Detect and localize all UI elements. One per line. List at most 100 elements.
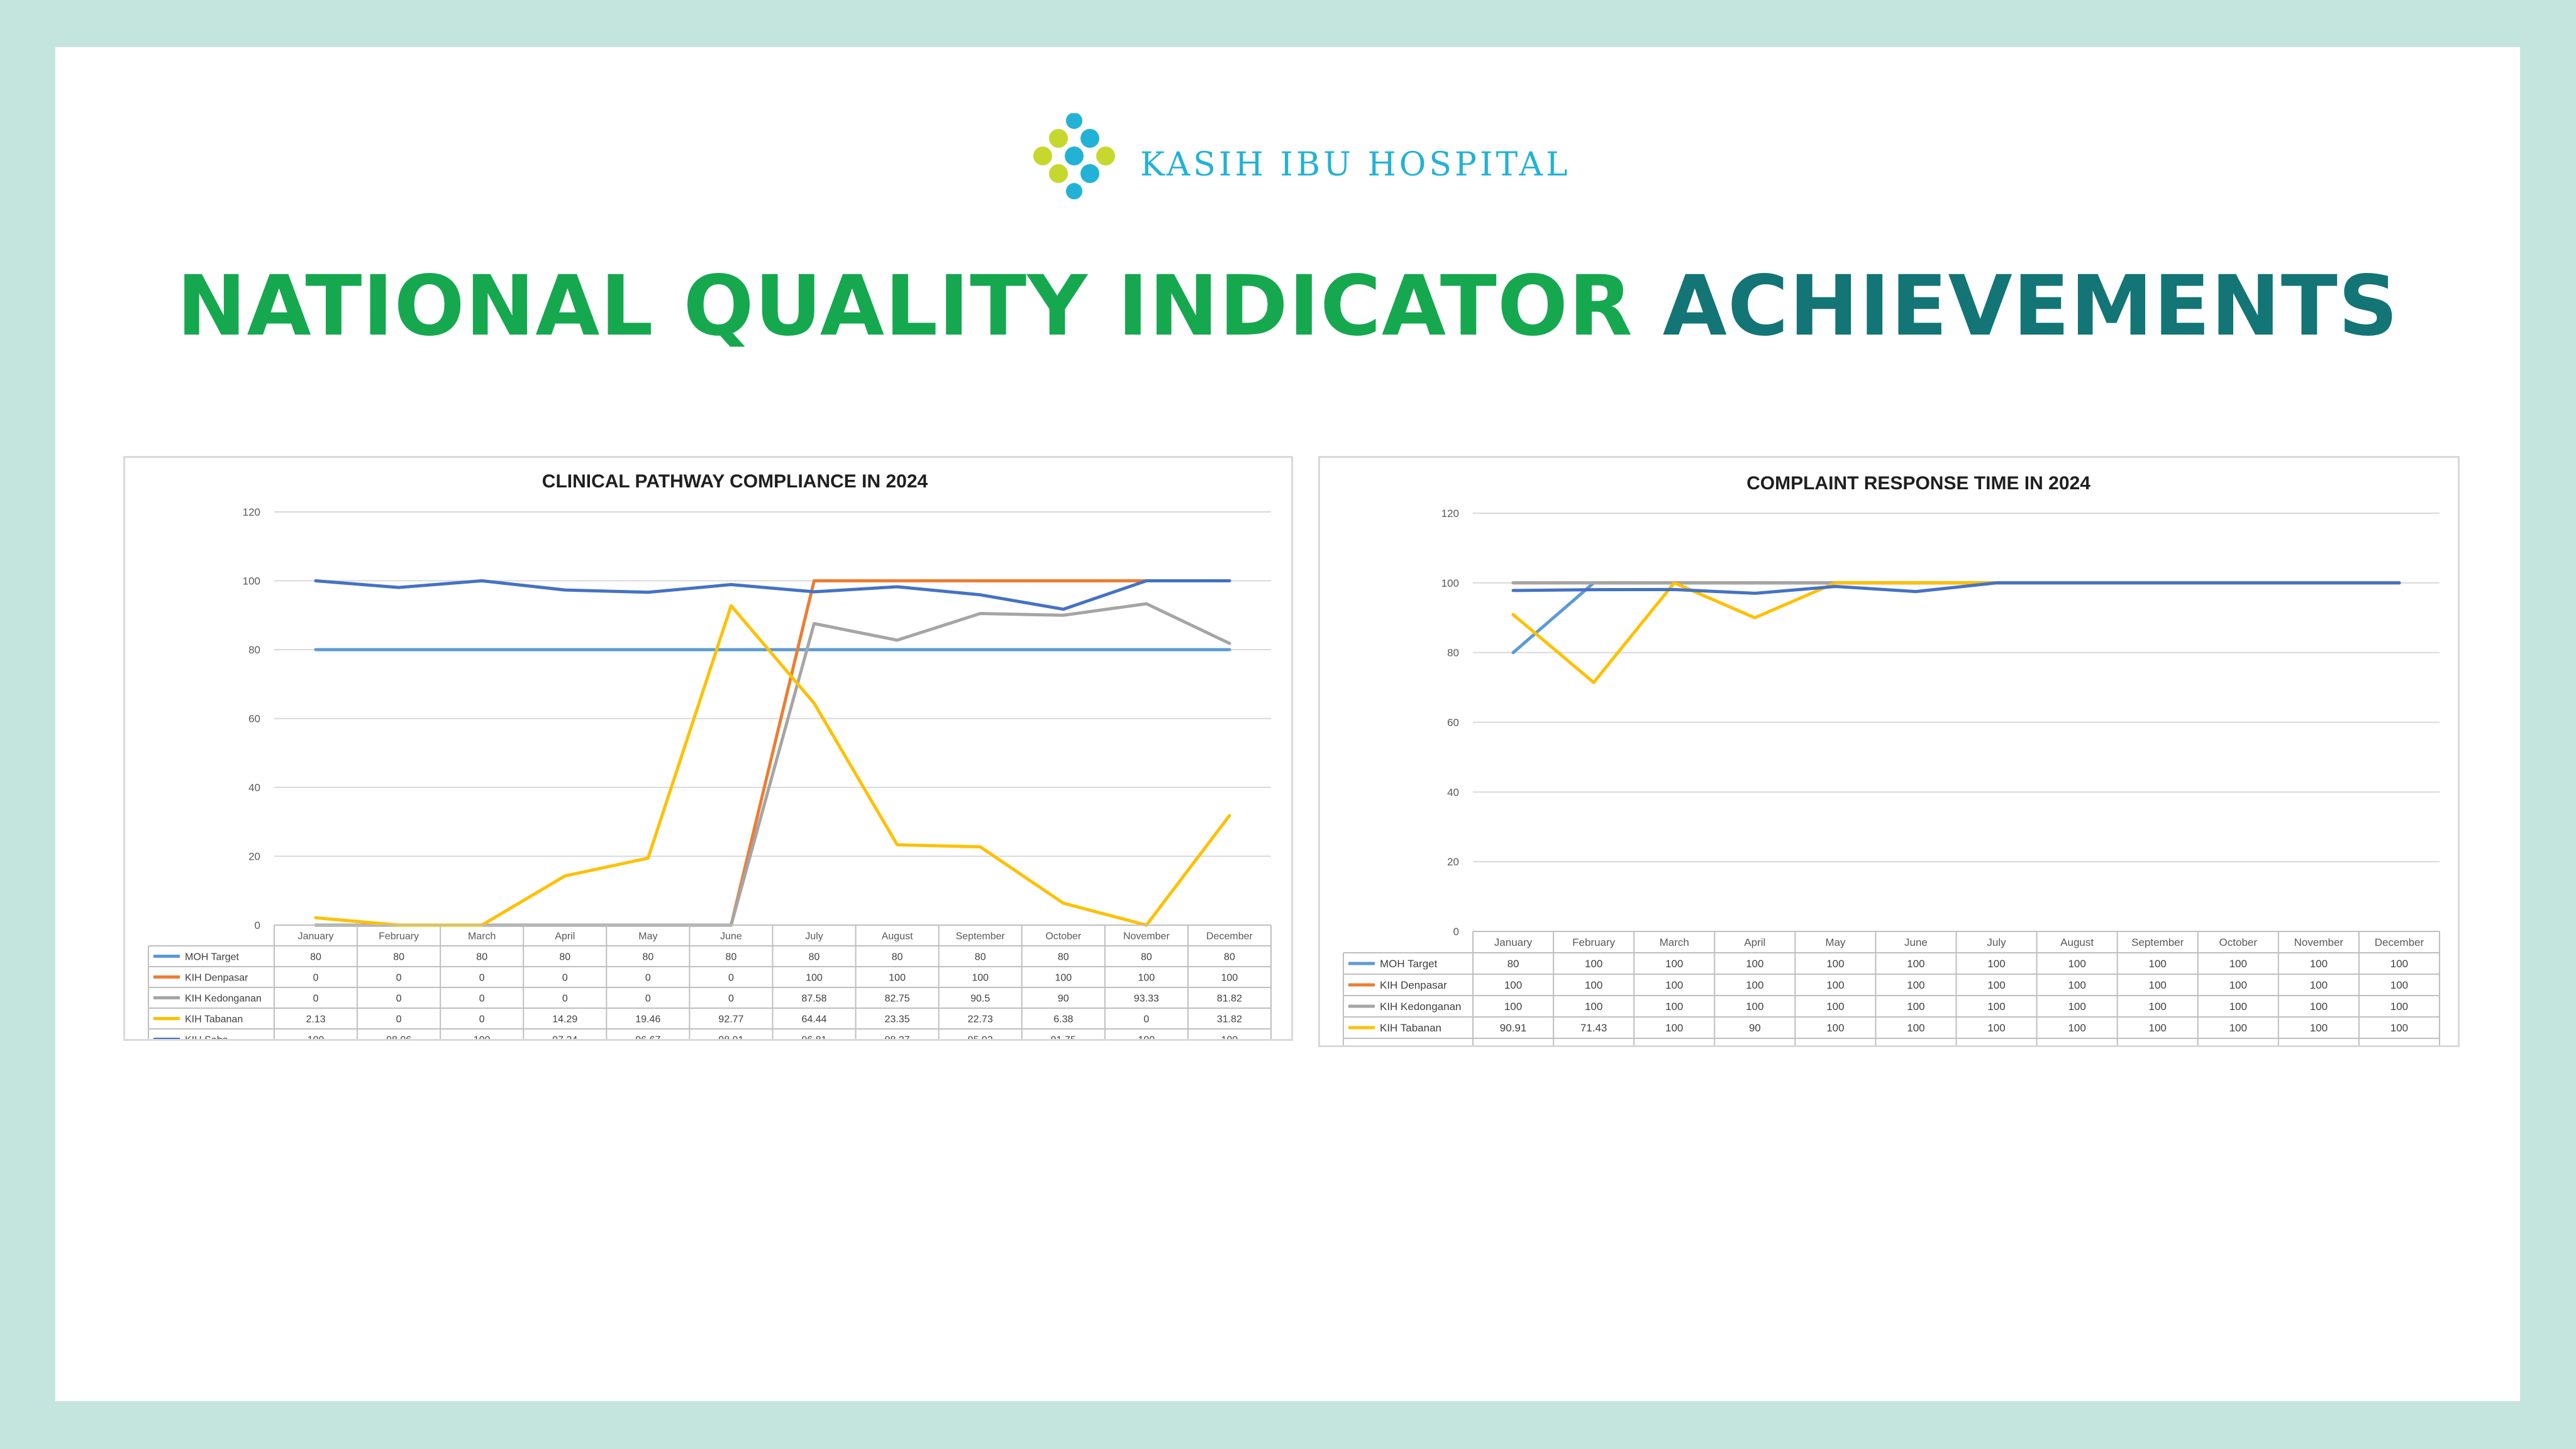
page-title-part-2: ACHIEVEMENTS — [1662, 258, 2399, 355]
x-tick-label: January — [1494, 936, 1533, 948]
y-tick-label: 100 — [243, 575, 260, 587]
x-tick-label: December — [1206, 931, 1253, 942]
page-title-part-1: NATIONAL QUALITY INDICATOR — [177, 258, 1633, 355]
table-cell: 100 — [972, 973, 989, 984]
x-tick-label: March — [468, 931, 496, 942]
table-cell: 0 — [728, 973, 734, 984]
y-tick-label: 0 — [1453, 926, 1459, 938]
x-tick-label: August — [2060, 936, 2094, 948]
table-cell: 80 — [726, 952, 737, 963]
table-row-label: MOH Target — [185, 952, 240, 963]
table-cell: 22.73 — [968, 1014, 993, 1025]
x-tick-label: September — [956, 931, 1006, 942]
table-cell: 80 — [1141, 952, 1152, 963]
table-cell: 100 — [1907, 979, 1924, 991]
series-line-4 — [314, 579, 1231, 611]
table-cell: 0 — [562, 994, 568, 1004]
hospital-logo-mark-icon — [1033, 113, 1115, 199]
x-tick-label: February — [379, 931, 419, 942]
table-cell: 80 — [1058, 952, 1069, 963]
table-cell: 93.33 — [1134, 994, 1159, 1004]
table-cell: 0 — [1143, 1014, 1149, 1025]
table-cell: 100 — [2149, 1043, 2167, 1045]
table-cell: 14.29 — [552, 1014, 577, 1025]
table-cell: 100 — [2149, 1022, 2167, 1034]
table-cell: 0 — [313, 973, 319, 984]
table-cell: 0 — [479, 1014, 485, 1025]
table-cell: 100 — [1826, 1001, 1844, 1013]
table-cell: 80 — [642, 952, 653, 963]
chart-complaint-response: COMPLAINT RESPONSE TIME IN 2024 0 20 40 60 80… — [1318, 456, 2460, 1047]
table-cell: 100 — [2068, 979, 2085, 991]
x-tick-label: June — [720, 931, 742, 942]
table-cell: 100 — [1221, 1035, 1238, 1040]
table-cell: 100 — [1907, 1022, 1924, 1034]
series-line-4 — [1511, 581, 2401, 595]
table-cell: 100 — [1826, 1022, 1844, 1034]
y-tick-label: 40 — [248, 782, 260, 794]
x-tick-label: April — [555, 931, 575, 942]
table-cell: 100 — [1585, 979, 1602, 991]
table-row-label: MOH Target — [1380, 958, 1438, 970]
table-cell: 97.01 — [1741, 1043, 1768, 1045]
table-cell: 97.52 — [1902, 1043, 1929, 1045]
table-cell: 96.67 — [635, 1035, 660, 1040]
table-cell: 80 — [975, 952, 986, 963]
table-cell: 95.93 — [968, 1035, 993, 1040]
table-cell: 23.35 — [885, 1014, 910, 1025]
x-tick-label: July — [805, 931, 823, 942]
table-cell: 100 — [1987, 1022, 2005, 1034]
table-cell: 100 — [2310, 979, 2328, 991]
y-tick-label: 80 — [1447, 647, 1459, 659]
table-cell: 100 — [2229, 1022, 2247, 1034]
table-cell: 0 — [479, 994, 485, 1004]
table-cell: 100 — [474, 1035, 491, 1040]
y-tick-label: 60 — [248, 713, 260, 725]
table-cell: 100 — [2149, 979, 2167, 991]
x-tick-label: September — [2131, 936, 2184, 948]
table-cell: 71.43 — [1580, 1022, 1607, 1034]
table-cell: 100 — [2310, 1043, 2328, 1045]
x-tick-label: July — [1987, 936, 2006, 948]
table-cell: 100 — [806, 973, 823, 984]
table-cell: 100 — [1907, 958, 1924, 970]
table-cell: 100 — [2068, 958, 2085, 970]
table-cell: 31.82 — [1217, 1014, 1242, 1025]
table-cell: 0 — [396, 1014, 402, 1025]
table-cell: 100 — [1665, 1001, 1683, 1013]
table-cell: 100 — [2390, 979, 2408, 991]
table-cell: 64.44 — [802, 1014, 827, 1025]
table-cell: 100 — [1665, 979, 1683, 991]
table-row-label: KIH Denpasar — [185, 973, 248, 984]
table-cell: 0 — [396, 994, 402, 1004]
series-line-3 — [314, 604, 1231, 927]
chart-clinical-pathway-svg: CLINICAL PATHWAY COMPLIANCE IN 2024 0 20 40… — [148, 471, 1272, 1040]
table-cell: 0 — [562, 973, 568, 984]
table-cell: 97.83 — [1500, 1043, 1527, 1045]
table-cell: 100 — [1826, 958, 1844, 970]
table-cell: 100 — [1746, 1001, 1763, 1013]
table-cell: 91.75 — [1051, 1035, 1076, 1040]
chart-complaint-response-svg: COMPLAINT RESPONSE TIME IN 2024 0 20 40 60 80… — [1343, 473, 2440, 1045]
table-cell: 0 — [645, 973, 651, 984]
table-cell: 90 — [1749, 1022, 1761, 1034]
chart-title: COMPLAINT RESPONSE TIME IN 2024 — [1746, 473, 2090, 494]
table-cell: 100 — [1055, 973, 1072, 984]
table-cell: 98.1 — [1664, 1043, 1685, 1045]
table-cell: 82.75 — [885, 994, 910, 1004]
table-cell: 100 — [1987, 979, 2005, 991]
table-cell: 100 — [2068, 1022, 2085, 1034]
table-cell: 98.06 — [1580, 1043, 1607, 1045]
x-tick-label: January — [298, 931, 334, 942]
table-cell: 0 — [313, 994, 319, 1004]
table-cell: 80 — [310, 952, 321, 963]
x-tick-label: October — [1045, 931, 1082, 942]
table-cell: 100 — [1138, 973, 1155, 984]
series-line-3 — [1511, 581, 2401, 684]
slide: KASIH IBU HOSPITAL NATIONAL QUALITY INDI… — [55, 47, 2520, 1401]
x-tick-label: October — [2219, 936, 2258, 948]
table-row-label: KIH Kedonganan — [1380, 1001, 1462, 1013]
table-cell: 2.13 — [306, 1014, 325, 1025]
table-cell: 100 — [2390, 1001, 2408, 1013]
y-tick-label: 80 — [248, 644, 260, 656]
